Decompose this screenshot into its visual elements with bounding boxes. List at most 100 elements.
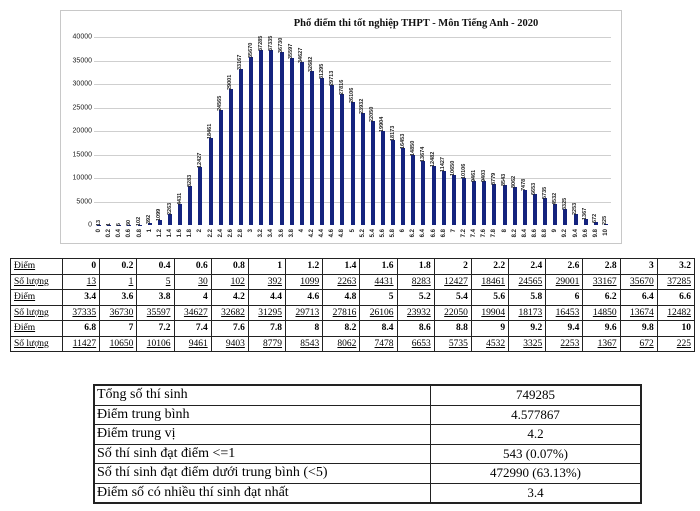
score-cell: 3.6 — [99, 289, 138, 306]
bar-value-label: 33167 — [237, 54, 244, 71]
bar — [391, 139, 396, 225]
x-axis-tick-label: 4.6 — [329, 229, 336, 238]
x-axis-tick-label: 10 — [602, 229, 609, 236]
score-cell: 6 — [545, 289, 584, 306]
score-cell: 2.4 — [508, 258, 547, 275]
count-cell: 26106 — [359, 304, 398, 321]
y-axis-tick-label: 5000 — [76, 198, 92, 205]
count-cell: 37335 — [61, 304, 101, 321]
x-axis-tick-label: 7.2 — [461, 229, 467, 238]
bar — [198, 166, 203, 225]
score-cell: 5 — [359, 289, 398, 306]
bar — [127, 224, 132, 225]
x-axis-tick-label: 5.6 — [379, 229, 386, 238]
summary-value: 4.2 — [430, 424, 642, 445]
count-cell: 102 — [210, 273, 249, 290]
bar-value-label: 18461 — [207, 123, 214, 140]
count-row: Số lượng 11427 10650 10106 9461 9403 8779 8543 8… — [10, 335, 696, 352]
score-count-table: Điểm 0 0.2 0.4 0.6 0.8 1 1.2 1.4 1.6 1.8 2 2.2 2.4 2.6… — [10, 258, 696, 352]
count-cell: 12427 — [433, 273, 472, 290]
bar-value-label: 23932 — [359, 98, 366, 114]
row-header: Số lượng — [10, 273, 63, 290]
bar — [137, 224, 142, 225]
score-cell: 0.4 — [136, 258, 175, 275]
bar-value-label: 27816 — [338, 79, 345, 96]
count-cell: 22050 — [433, 304, 472, 321]
bar-value-label: 2253 — [572, 203, 579, 216]
count-cell: 225 — [656, 335, 696, 352]
bar-value-label: 22050 — [369, 107, 376, 123]
count-cell: 9461 — [173, 335, 212, 352]
score-cell: 2.2 — [470, 258, 510, 275]
count-cell: 5 — [136, 273, 175, 290]
bar — [238, 69, 243, 225]
bar — [269, 49, 274, 225]
count-row: Số lượng 37335 36730 35597 34627 32682 31295 29… — [10, 304, 696, 321]
bar — [330, 85, 335, 225]
summary-value: 472990 (63.13%) — [430, 463, 642, 484]
score-cell: 5.6 — [470, 289, 510, 306]
count-cell: 31295 — [247, 304, 287, 321]
x-axis-tick-label: 5.8 — [390, 229, 397, 238]
count-cell: 4532 — [470, 335, 510, 352]
bar-value-label: 672 — [592, 213, 599, 223]
bar — [289, 57, 294, 225]
summary-value: 3.4 — [430, 482, 642, 504]
bar-value-label: 31295 — [318, 63, 325, 79]
score-cell: 1.8 — [396, 258, 435, 275]
bar-value-label: 4532 — [551, 192, 558, 205]
count-cell: 18461 — [470, 273, 510, 290]
y-axis-tick-label: 35000 — [72, 57, 92, 64]
bar-value-label: 10106 — [460, 163, 467, 179]
x-axis-tick-label: 8.6 — [531, 229, 538, 238]
count-cell: 1099 — [285, 273, 324, 290]
bar — [593, 221, 598, 225]
bar-value-label: 19904 — [379, 117, 386, 133]
count-cell: 1367 — [582, 335, 621, 352]
score-distribution-chart: Phổ điểm thi tốt nghiệp THPT - Môn Tiếng… — [60, 10, 622, 244]
bar-value-label: 5735 — [541, 186, 548, 200]
bar-value-label: 11427 — [440, 157, 447, 173]
x-axis-tick-label: 7 — [450, 229, 457, 233]
bar — [451, 174, 456, 225]
bar — [543, 198, 548, 225]
count-row: Số lượng 13 1 5 30 102 392 1099 2263 4431 8283 1242… — [10, 273, 696, 290]
score-cell: 0.8 — [210, 258, 249, 275]
bar — [462, 177, 466, 225]
score-cell: 0.6 — [173, 258, 212, 275]
count-cell: 29001 — [545, 273, 584, 290]
bar-value-label: 9461 — [470, 169, 477, 182]
bar — [188, 186, 193, 225]
count-cell: 10650 — [99, 335, 138, 352]
score-cell: 1.6 — [359, 258, 398, 275]
score-cell: 2.6 — [545, 258, 584, 275]
x-axis-tick-label: 8.2 — [511, 229, 518, 238]
bar — [522, 189, 527, 225]
count-cell: 29713 — [285, 304, 324, 321]
count-cell: 33167 — [582, 273, 621, 290]
score-cell: 9 — [470, 320, 510, 337]
score-row: Điểm 6.8 7 7.2 7.4 7.6 7.8 8 8.2 8.4 8.6 8.8 9 9.2 9.4… — [10, 320, 696, 337]
plot-area: 0 5000 10000 15000 20000 25000 30000 35000 40000… — [73, 34, 611, 237]
count-cell: 19904 — [470, 304, 510, 321]
bar-value-label: 225 — [602, 215, 609, 225]
summary-row: Điểm trung vị 4.2 — [93, 424, 642, 445]
bar-value-label: 35597 — [288, 43, 295, 59]
count-cell: 30 — [173, 273, 212, 290]
bar — [502, 184, 507, 225]
x-axis-tick-label: 8 — [501, 229, 508, 233]
x-axis-tick-label: 4.2 — [308, 229, 315, 238]
bar-value-label: 10650 — [450, 160, 457, 176]
x-axis-tick-label: 7.4 — [471, 229, 478, 238]
summary-value: 749285 — [430, 384, 642, 406]
x-axis-tick-label: 3.2 — [258, 229, 265, 238]
bar — [117, 224, 122, 225]
x-axis-tick-label: 4.8 — [339, 229, 346, 238]
count-cell: 13 — [61, 273, 101, 290]
x-axis-tick-label: 4.4 — [319, 229, 326, 238]
count-cell: 27816 — [322, 304, 361, 321]
bar — [259, 49, 264, 225]
count-cell: 36730 — [99, 304, 138, 321]
x-axis-tick-label: 3.8 — [288, 229, 295, 238]
summary-statistics-table: Tổng số thí sinh 749285 Điểm trung bình 4.5… — [93, 384, 642, 504]
